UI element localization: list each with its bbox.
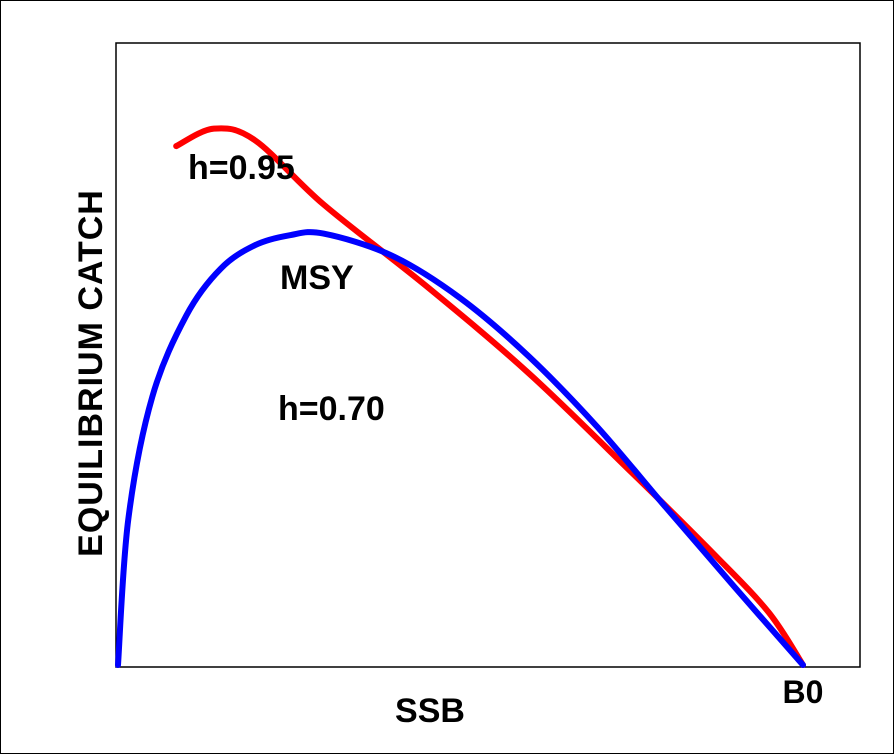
x-axis-end-label-b0: B0 [783, 674, 824, 710]
y-axis-label: EQUILIBRIUM CATCH [72, 189, 110, 557]
annotation-h095: h=0.95 [188, 149, 295, 187]
plot-area-border [115, 42, 861, 668]
h070-curve [115, 229, 806, 668]
annotation-h070: h=0.70 [278, 390, 385, 428]
annotation-msy: MSY [280, 259, 354, 297]
x-axis-label: SSB [395, 692, 465, 730]
h095-curve [173, 125, 806, 668]
